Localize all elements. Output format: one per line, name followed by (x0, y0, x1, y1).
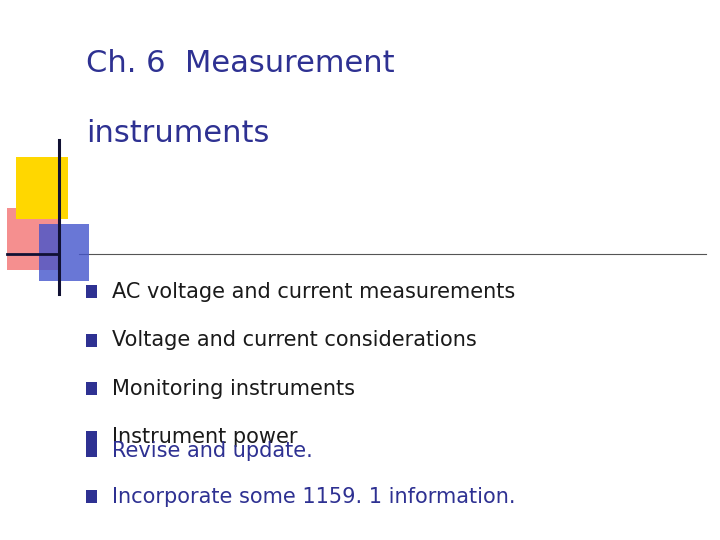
FancyBboxPatch shape (86, 490, 97, 503)
Text: Revise and update.: Revise and update. (112, 441, 312, 461)
FancyBboxPatch shape (86, 444, 97, 457)
Text: instruments: instruments (86, 119, 270, 148)
FancyBboxPatch shape (86, 382, 97, 395)
FancyBboxPatch shape (39, 224, 89, 281)
FancyBboxPatch shape (16, 157, 68, 219)
Text: Voltage and current considerations: Voltage and current considerations (112, 330, 477, 350)
Text: AC voltage and current measurements: AC voltage and current measurements (112, 281, 515, 302)
Text: Incorporate some 1159. 1 information.: Incorporate some 1159. 1 information. (112, 487, 515, 507)
FancyBboxPatch shape (86, 334, 97, 347)
Text: Ch. 6  Measurement: Ch. 6 Measurement (86, 49, 395, 78)
Text: Monitoring instruments: Monitoring instruments (112, 379, 355, 399)
FancyBboxPatch shape (86, 285, 97, 298)
Text: Instrument power: Instrument power (112, 427, 297, 448)
FancyBboxPatch shape (86, 431, 97, 444)
FancyBboxPatch shape (7, 208, 59, 270)
